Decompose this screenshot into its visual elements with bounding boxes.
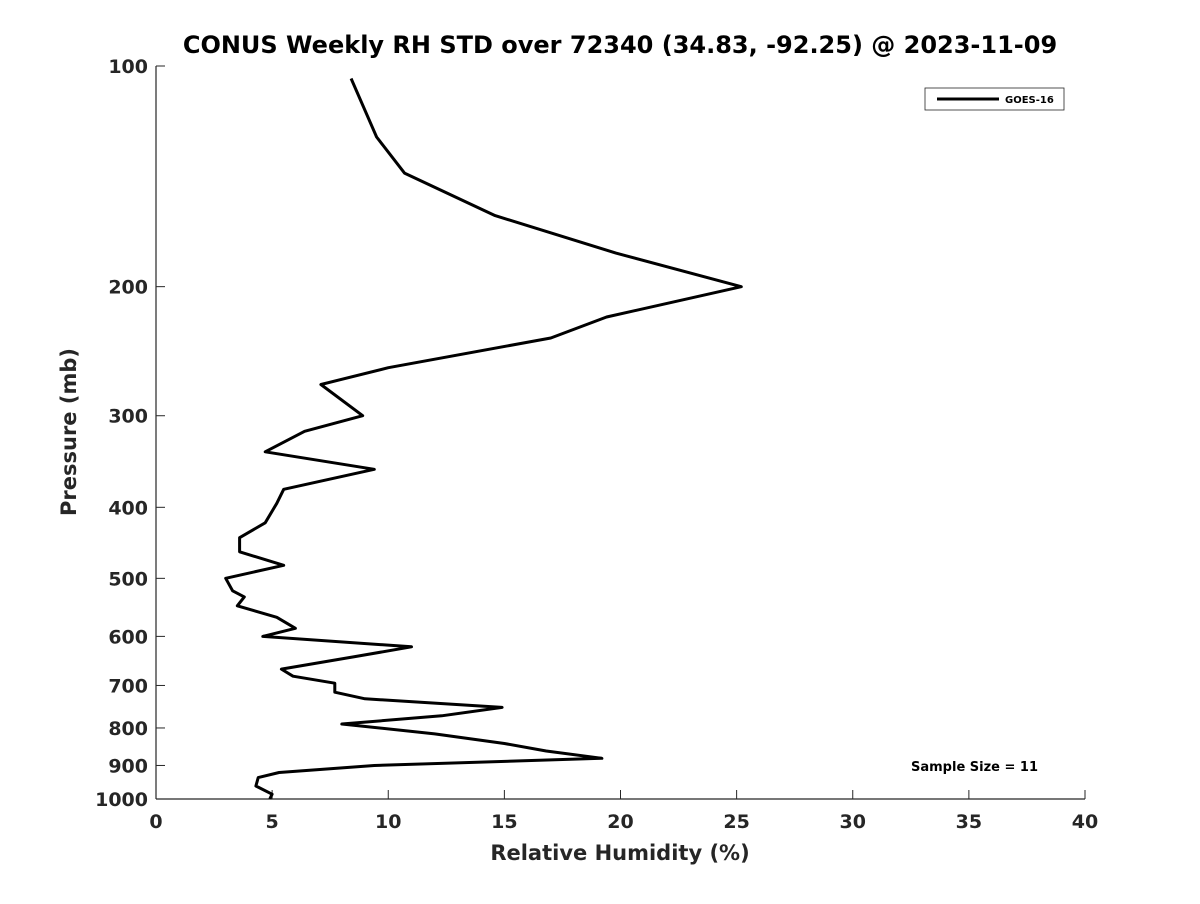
x-tick-label: 40 xyxy=(1072,811,1098,833)
x-ticks: 0 5 10 15 20 25 30 35 40 xyxy=(149,790,1098,833)
x-tick-label: 20 xyxy=(607,811,633,833)
x-tick-label: 25 xyxy=(723,811,749,833)
series-line-goes-16 xyxy=(224,77,743,800)
y-axis-label: Pressure (mb) xyxy=(57,348,81,516)
sample-size-annotation: Sample Size = 11 xyxy=(911,760,1038,775)
legend: GOES-16 xyxy=(924,87,1065,111)
x-tick-label: 30 xyxy=(840,811,866,833)
y-tick-label: 1000 xyxy=(95,789,148,811)
chart-title: CONUS Weekly RH STD over 72340 (34.83, -… xyxy=(183,31,1057,59)
y-tick-label: 700 xyxy=(108,675,148,697)
x-tick-label: 15 xyxy=(491,811,517,833)
x-axis-label: Relative Humidity (%) xyxy=(490,841,749,865)
y-tick-label: 500 xyxy=(108,568,148,590)
y-tick-label: 600 xyxy=(108,626,148,648)
plot-area xyxy=(156,66,1085,799)
y-tick-label: 900 xyxy=(108,755,148,777)
y-tick-label: 300 xyxy=(108,406,148,428)
x-tick-label: 5 xyxy=(266,811,279,833)
y-tick-label: 400 xyxy=(108,497,148,519)
y-ticks: 100 200 300 400 500 600 700 800 900 1000 xyxy=(95,56,165,811)
y-tick-label: 200 xyxy=(108,277,148,299)
y-tick-label: 800 xyxy=(108,718,148,740)
x-tick-label: 10 xyxy=(375,811,401,833)
y-tick-label: 100 xyxy=(108,56,148,78)
x-tick-label: 0 xyxy=(149,811,162,833)
legend-label: GOES-16 xyxy=(1005,95,1054,106)
x-tick-label: 35 xyxy=(956,811,982,833)
